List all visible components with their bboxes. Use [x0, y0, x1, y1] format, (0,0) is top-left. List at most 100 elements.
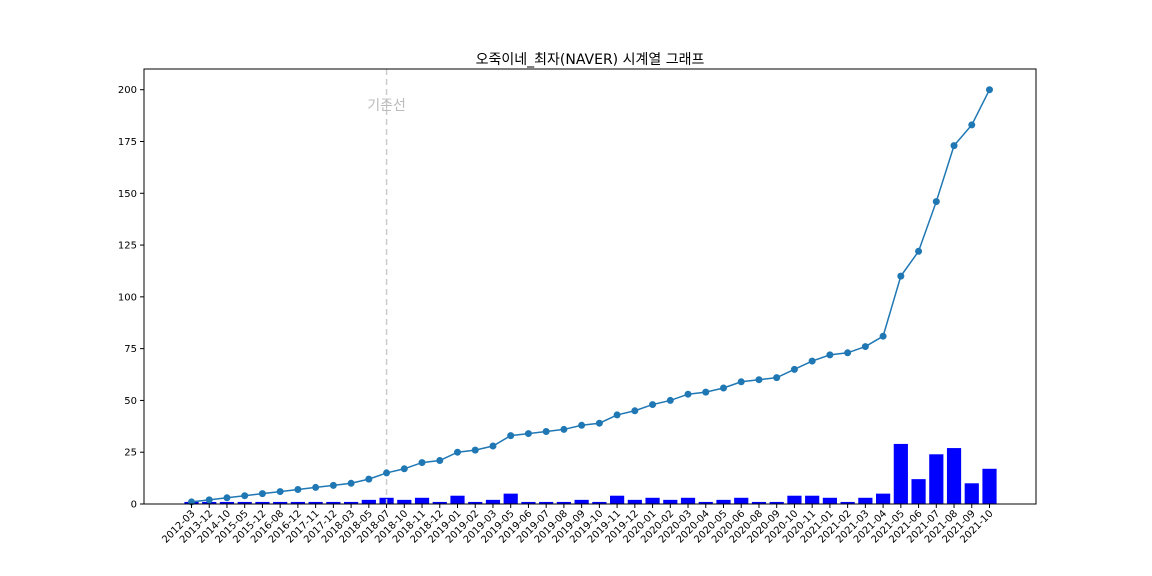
bar-2019-03	[485, 499, 501, 504]
y-tick-label: 0	[131, 500, 137, 511]
reference-line-label: 기준선	[367, 98, 406, 114]
bar-2018-03	[344, 501, 359, 504]
cumulative-point-2018-10	[400, 465, 408, 473]
cumulative-point-2020-08	[755, 376, 763, 384]
cumulative-point-2019-01	[454, 448, 461, 456]
reference-line-layer: 기준선	[367, 69, 406, 504]
cumulative-point-2021-03	[861, 343, 869, 351]
cumulative-point-2014-10	[223, 494, 231, 502]
cumulative-point-2020-03	[684, 390, 692, 398]
y-tick-label: 50	[124, 396, 137, 407]
cumulative-point-2021-07	[932, 198, 940, 206]
x-axis: 2012-032013-122014-102015-052015-122016-…	[160, 504, 996, 546]
cumulative-point-2019-08	[560, 425, 568, 433]
cumulative-line-layer	[188, 86, 993, 506]
cumulative-point-2020-01	[649, 401, 657, 409]
bar-2016-12	[290, 501, 305, 504]
cumulative-point-2016-08	[276, 488, 284, 496]
bar-2021-10	[982, 468, 997, 504]
bar-2020-11	[805, 495, 820, 504]
bar-2019-05	[503, 493, 518, 504]
cumulative-point-2020-05	[720, 384, 727, 392]
cumulative-point-2019-02	[471, 446, 479, 454]
cumulative-point-2020-09	[773, 374, 781, 382]
cumulative-point-2018-11	[418, 459, 426, 467]
cumulative-point-2019-07	[542, 428, 550, 435]
cumulative-point-2020-11	[808, 357, 816, 365]
plot-frame	[143, 68, 1037, 505]
cumulative-point-2021-06	[915, 247, 923, 255]
cumulative-point-2021-04	[879, 332, 887, 340]
bar-2017-12	[326, 501, 341, 504]
cumulative-point-2021-01	[826, 351, 834, 359]
bar-2020-05	[716, 499, 731, 504]
cumulative-point-2018-05	[365, 475, 373, 483]
bar-2020-03	[680, 497, 696, 504]
cumulative-point-2021-02	[844, 349, 852, 357]
bars-layer	[184, 443, 997, 504]
bar-2021-09	[964, 483, 979, 504]
bar-2019-01	[450, 495, 465, 504]
cumulative-point-2016-12	[294, 486, 302, 493]
bar-2015-12	[255, 501, 270, 504]
cumulative-point-2018-12	[436, 457, 444, 464]
cumulative-point-2015-05	[241, 492, 249, 500]
y-axis: 0 25 50 75 100 125 150 175 200	[118, 85, 144, 511]
y-tick-label: 100	[118, 292, 137, 303]
cumulative-point-2020-06	[737, 378, 745, 386]
bar-2014-10	[219, 501, 235, 504]
bar-2021-07	[929, 454, 944, 504]
cumulative-point-2020-02	[666, 396, 674, 404]
y-tick-label: 150	[118, 189, 137, 200]
cumulative-point-2021-09	[968, 121, 976, 129]
bar-2020-08	[751, 501, 767, 504]
bar-2017-11	[308, 501, 323, 504]
bar-2015-05	[237, 501, 252, 504]
cumulative-point-2018-07	[383, 469, 391, 477]
bar-2020-02	[663, 499, 678, 504]
cumulative-point-2019-11	[613, 411, 621, 419]
y-tick-label: 175	[118, 137, 137, 148]
cumulative-point-2020-04	[702, 388, 710, 396]
bar-2019-06	[521, 501, 536, 504]
cumulative-point-2021-08	[950, 142, 958, 150]
bar-2020-04	[698, 501, 713, 504]
bar-2019-08	[556, 501, 571, 504]
bar-2019-07	[539, 501, 554, 504]
bar-2021-02	[840, 501, 855, 504]
chart-title: 오죽이네_최자(NAVER) 시계열 그래프	[476, 52, 705, 68]
bar-2021-05	[893, 443, 908, 504]
cumulative-point-2021-10	[986, 86, 993, 94]
cumulative-point-2020-10	[790, 365, 798, 373]
bar-2019-12	[627, 499, 642, 504]
cumulative-point-2019-05	[507, 432, 515, 440]
cumulative-point-2019-06	[524, 430, 532, 438]
cumulative-point-2019-03	[489, 442, 497, 450]
cumulative-point-2018-03	[347, 479, 355, 487]
y-tick-label: 125	[118, 241, 137, 252]
cumulative-point-2017-12	[329, 481, 337, 489]
y-tick-label: 200	[118, 85, 137, 96]
bar-2018-12	[432, 501, 447, 504]
bar-2021-04	[876, 493, 891, 504]
cumulative-point-2015-12	[258, 490, 266, 498]
cumulative-point-2019-10	[595, 419, 603, 427]
bar-2016-08	[273, 501, 288, 504]
bar-2021-08	[946, 448, 962, 504]
cumulative-point-2017-11	[312, 483, 320, 491]
bar-2018-10	[397, 499, 412, 504]
bar-2018-11	[414, 497, 430, 504]
bar-2020-10	[787, 495, 802, 504]
bar-2019-09	[574, 499, 589, 504]
cumulative-point-2013-12	[205, 496, 213, 504]
bar-2021-01	[822, 497, 837, 504]
cumulative-line	[191, 89, 991, 503]
bar-2019-10	[592, 501, 607, 504]
cumulative-point-2021-05	[897, 272, 905, 280]
y-tick-label: 75	[124, 344, 137, 355]
bar-2020-06	[734, 497, 749, 504]
cumulative-point-2019-09	[578, 421, 586, 429]
bar-2019-02	[468, 501, 483, 504]
y-tick-label: 25	[124, 448, 137, 459]
